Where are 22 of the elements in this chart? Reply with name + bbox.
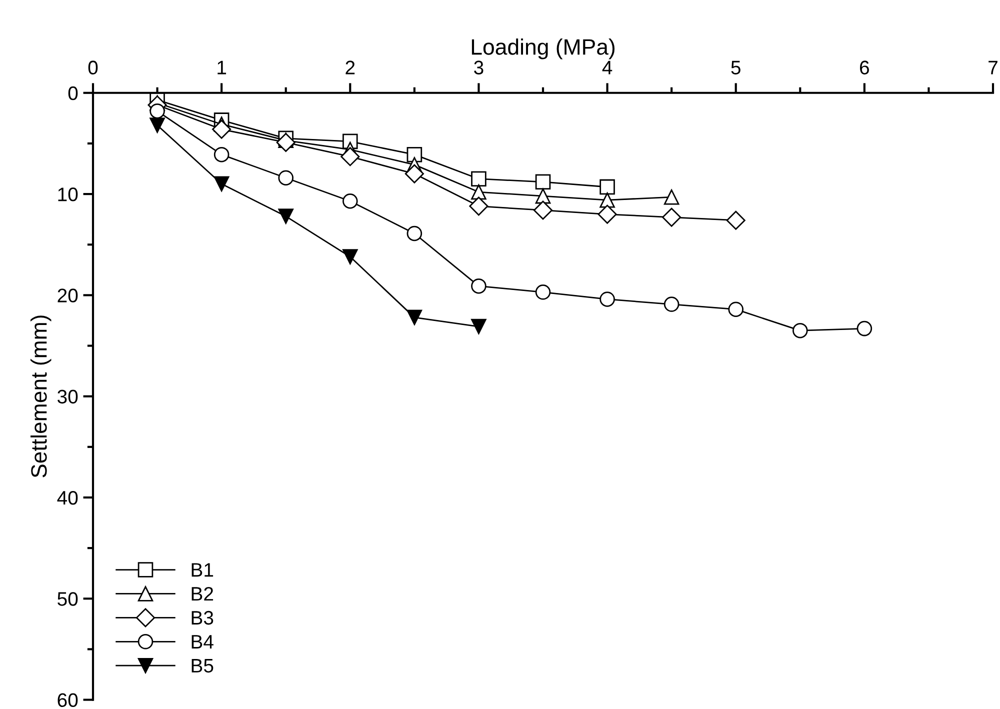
x-tick-label: 5 bbox=[731, 60, 740, 74]
legend-label: B5 bbox=[192, 659, 214, 673]
x-tick-label: 4 bbox=[602, 60, 612, 74]
y-tick-label: 0 bbox=[68, 86, 78, 100]
x-tick-label: 3 bbox=[474, 60, 484, 74]
legend-label: B1 bbox=[192, 563, 214, 577]
y-tick-label: 20 bbox=[58, 288, 78, 302]
x-axis-title: Loading (MPa) bbox=[472, 38, 615, 60]
legend-label: B2 bbox=[192, 586, 214, 601]
x-tick-label: 1 bbox=[218, 60, 226, 74]
y-axis-title: Settlement (mm) bbox=[30, 316, 52, 478]
y-tick-label: 10 bbox=[58, 188, 78, 202]
x-tick-label: 0 bbox=[88, 60, 98, 74]
y-tick-label: 60 bbox=[58, 693, 78, 708]
y-tick-label: 50 bbox=[58, 592, 78, 606]
x-tick-label: 6 bbox=[860, 60, 869, 74]
legend-label: B4 bbox=[192, 635, 214, 648]
x-tick-label: 2 bbox=[346, 60, 355, 74]
legend-label: B3 bbox=[192, 610, 214, 625]
y-tick-label: 40 bbox=[57, 490, 78, 505]
x-tick-label: 7 bbox=[988, 60, 998, 74]
y-tick-label: 30 bbox=[58, 390, 78, 404]
